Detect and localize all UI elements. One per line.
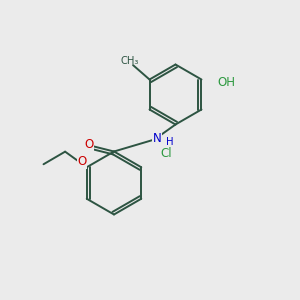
Text: H: H bbox=[166, 137, 173, 147]
Text: O: O bbox=[78, 155, 87, 168]
Text: OH: OH bbox=[218, 76, 236, 89]
Text: O: O bbox=[84, 138, 93, 151]
Text: Cl: Cl bbox=[160, 147, 172, 160]
Text: CH₃: CH₃ bbox=[121, 56, 139, 66]
Text: N: N bbox=[152, 131, 161, 145]
